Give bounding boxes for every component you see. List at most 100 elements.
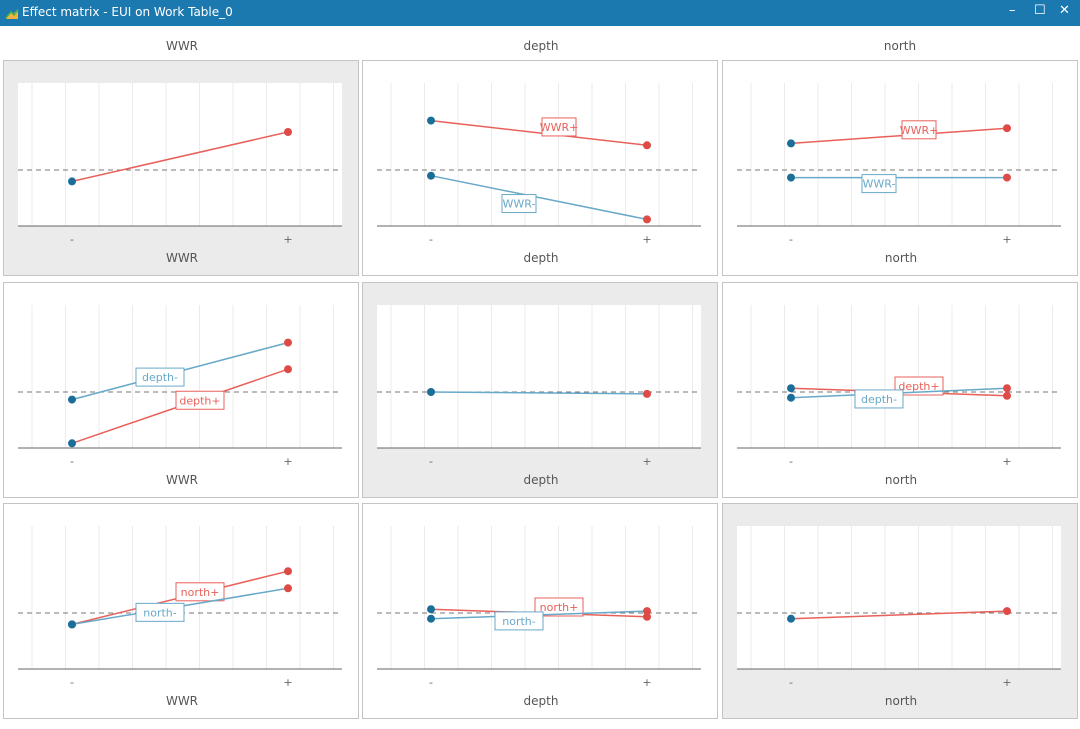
x-axis-label: depth — [524, 473, 559, 487]
series-label-box — [501, 194, 537, 214]
tick-label: + — [283, 233, 292, 246]
tick-label: - — [70, 455, 74, 468]
data-point-minus — [427, 171, 435, 180]
series-line-main — [71, 131, 289, 183]
data-point-minus — [787, 139, 795, 148]
plot-panel — [18, 83, 342, 226]
x-axis-label: depth — [524, 251, 559, 265]
column-header-depth: depth — [523, 39, 559, 53]
series-label: WWR- — [503, 198, 536, 211]
plot-svg: - + WWR — [18, 83, 342, 265]
data-point-minus — [787, 393, 795, 402]
tick-label: + — [283, 455, 292, 468]
data-point-plus — [1003, 124, 1011, 133]
data-point-plus — [643, 215, 651, 224]
tick-label: - — [429, 676, 433, 689]
data-point-minus — [427, 116, 435, 125]
series-label-box — [135, 367, 185, 387]
data-point-plus — [284, 584, 292, 593]
tick-label: - — [70, 676, 74, 689]
plot-svg: - + north WWR+ WWR- — [737, 83, 1061, 265]
series-line-WWR+ — [430, 119, 648, 147]
series-label-box — [534, 597, 584, 617]
plot-svg: - + depth — [377, 305, 701, 487]
data-point-minus — [68, 439, 76, 448]
series-label-box — [541, 117, 577, 137]
series-line-main — [790, 610, 1008, 620]
tick-label: - — [70, 233, 74, 246]
plot-panel — [737, 83, 1061, 226]
data-point-plus — [643, 141, 651, 150]
series-label: north+ — [181, 586, 220, 599]
series-label-box — [135, 602, 185, 622]
x-axis-label: WWR — [166, 251, 198, 265]
column-header-wwr: WWR — [165, 39, 199, 53]
plot-panel — [377, 305, 701, 448]
plot-cell-1-1: - + depth — [362, 282, 718, 498]
data-point-plus — [643, 389, 651, 398]
plot-cell-1-0: - + WWR depth+ depth- — [3, 282, 359, 498]
plot-svg: - + WWR depth+depth- — [18, 305, 342, 487]
tick-label: + — [1002, 455, 1011, 468]
x-axis-label: north — [885, 251, 917, 265]
plot-cell-2-1: - + depth north+ north- — [362, 503, 718, 719]
data-point-minus — [427, 605, 435, 614]
app-icon — [5, 9, 19, 19]
series-label: WWR- — [863, 178, 896, 191]
series-label: north- — [502, 615, 536, 628]
series-label-box — [854, 389, 904, 409]
plot-svg: - + WWR north+ north- — [18, 526, 342, 708]
plot-panel — [377, 83, 701, 226]
minimize-icon[interactable]: – — [1009, 3, 1016, 18]
series-label-box — [494, 611, 544, 631]
title-bar: Effect matrix - EUI on Work Table_0 – ☐ … — [0, 0, 1080, 26]
data-point-minus — [68, 620, 76, 629]
column-header-north: north — [883, 39, 917, 53]
maximize-icon[interactable]: ☐ — [1034, 3, 1046, 18]
data-point-plus — [643, 612, 651, 621]
close-icon[interactable]: ✕ — [1059, 3, 1070, 18]
tick-label: + — [1002, 676, 1011, 689]
tick-label: + — [642, 233, 651, 246]
plot-cell-1-2: - + north depth+ depth- — [722, 282, 1078, 498]
data-point-plus — [1003, 391, 1011, 400]
tick-label: - — [789, 676, 793, 689]
plot-panel — [737, 526, 1061, 669]
plot-svg: - + north depth+depth- — [737, 305, 1061, 487]
tick-label: + — [642, 676, 651, 689]
tick-label: - — [789, 455, 793, 468]
series-label: depth- — [861, 393, 897, 406]
series-label-box — [175, 582, 225, 602]
series-label: depth- — [142, 371, 178, 384]
plot-cell-0-0: - + WWR — [3, 60, 359, 276]
data-point-plus — [284, 338, 292, 347]
tick-label: - — [789, 233, 793, 246]
bottom-strip — [0, 721, 1080, 729]
data-point-minus — [787, 173, 795, 182]
effect-matrix: WWR depth north - + WWR - + depth WWR+ WWR- - + no… — [0, 26, 1080, 729]
series-label: WWR+ — [900, 124, 939, 137]
data-point-minus — [427, 614, 435, 623]
data-point-plus — [1003, 384, 1011, 393]
tick-label: - — [429, 455, 433, 468]
tick-label: + — [283, 676, 292, 689]
plot-cell-2-0: - + WWR north+ north- — [3, 503, 359, 719]
data-point-plus — [284, 365, 292, 374]
data-point-minus — [787, 384, 795, 393]
x-axis-label: WWR — [166, 473, 198, 487]
plot-cell-0-2: - + north WWR+ WWR- — [722, 60, 1078, 276]
data-point-minus — [427, 388, 435, 396]
tick-label: + — [1002, 233, 1011, 246]
plot-cell-0-1: - + depth WWR+ WWR- — [362, 60, 718, 276]
series-label-box — [894, 376, 944, 396]
series-label-box — [901, 120, 937, 140]
plot-svg: - + depth WWR+ WWR- — [377, 83, 701, 265]
series-label-box — [175, 390, 225, 410]
data-point-plus — [643, 607, 651, 616]
plot-svg: - + north — [737, 526, 1061, 708]
data-point-minus — [68, 177, 76, 186]
window-title: Effect matrix - EUI on Work Table_0 — [22, 5, 233, 19]
tick-label: - — [429, 233, 433, 246]
data-point-plus — [1003, 607, 1011, 616]
plot-cell-2-2: - + north — [722, 503, 1078, 719]
